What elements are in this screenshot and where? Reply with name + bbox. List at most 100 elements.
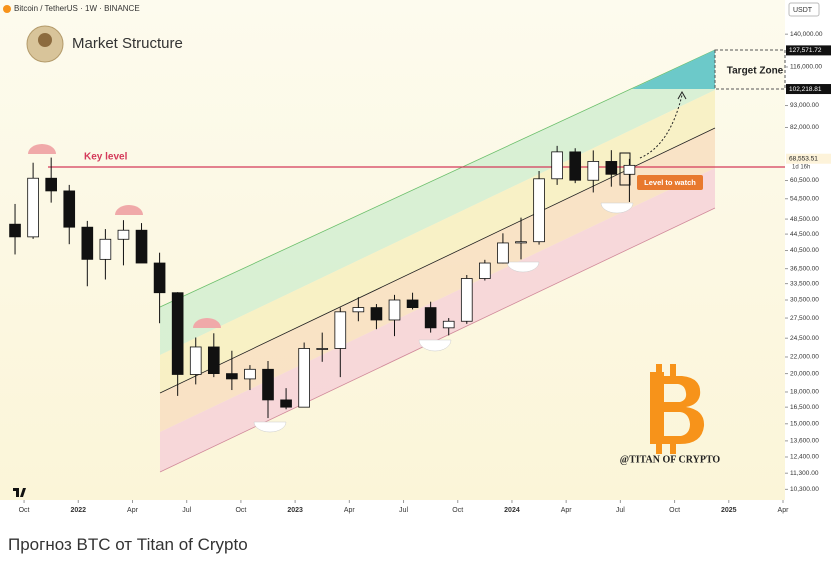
candle-body (388, 299, 401, 321)
candle-body (515, 241, 527, 244)
target-zone-label: Target Zone (727, 66, 784, 77)
candle-body (27, 177, 39, 238)
caption: Прогноз BTC от Titan of Crypto (8, 535, 248, 554)
x-tick-label: Oct (19, 507, 30, 514)
y-tick-label: 54,500.00 (790, 195, 819, 202)
candle-body (99, 238, 112, 260)
chart: Bitcoin / TetherUS · 1W · BINANCE Market… (0, 0, 835, 525)
currency: USDT (793, 7, 813, 14)
candle-body (569, 151, 582, 181)
candle-body (244, 368, 256, 380)
candle-body (316, 348, 329, 350)
x-tick-label: Apr (778, 507, 790, 514)
candle-body (189, 346, 202, 375)
candle-body (135, 229, 148, 264)
y-tick-label: 16,500.00 (790, 404, 819, 411)
y-tick-label: 40,500.00 (790, 247, 819, 254)
chart-title: Market Structure (72, 35, 183, 52)
y-tick-label: 44,500.00 (790, 231, 819, 238)
y-tick-label: 18,000.00 (790, 389, 819, 396)
candle-body (207, 346, 220, 375)
symbol-title: Bitcoin / TetherUS · 1W · BINANCE (14, 4, 140, 13)
x-tick-label: Oct (669, 507, 680, 514)
candle-body (623, 164, 636, 175)
y-tick-label: 22,000.00 (790, 354, 819, 361)
price-label-box (786, 45, 831, 56)
x-tick-label: Apr (344, 507, 356, 514)
candle-body (45, 177, 57, 192)
candle-body (551, 151, 563, 180)
symbol-icon (3, 5, 11, 13)
candle-body (479, 262, 491, 279)
y-tick-label: 93,000.00 (790, 102, 819, 109)
key-level-label: Key level (84, 152, 128, 163)
y-tick-label: 24,500.00 (790, 335, 819, 342)
candle-body (63, 190, 76, 228)
y-tick-label: 12,400.00 (790, 454, 819, 461)
x-tick-label: Jul (182, 507, 191, 514)
avatar-face (38, 33, 52, 47)
x-tick-label: Jul (399, 507, 408, 514)
candle-body (153, 262, 166, 294)
level-to-watch-label: Level to watch (644, 178, 696, 187)
candle-body (406, 299, 419, 308)
candle-body (298, 348, 310, 408)
y-tick-label: 30,500.00 (790, 297, 819, 304)
arrow-head (677, 90, 687, 100)
level-to-watch-badge (637, 175, 703, 190)
candle-body (424, 307, 437, 329)
price-label-box (786, 153, 831, 164)
candle-body (81, 226, 94, 260)
bitcoin-logo (650, 364, 705, 454)
candle-body (587, 161, 600, 181)
candle-body (605, 161, 618, 175)
x-tick-label: Oct (452, 507, 463, 514)
candle-body (533, 178, 545, 243)
y-tick-label: 10,300.00 (790, 486, 819, 493)
y-tick-label: 27,500.00 (790, 315, 819, 322)
x-tick-label: 2025 (721, 507, 737, 514)
channel-band-green (160, 50, 715, 355)
y-tick-label: 13,600.00 (790, 438, 819, 445)
price-label: 68,553.51 (789, 155, 818, 162)
candle-body (280, 399, 292, 408)
y-tick-label: 36,500.00 (790, 265, 819, 272)
candle-body (497, 242, 509, 264)
candle-body (117, 229, 130, 240)
x-tick-label: Apr (561, 507, 573, 514)
price-label: 102,218.81 (789, 86, 822, 93)
candle-body (334, 311, 347, 349)
y-tick-label: 116,000.00 (790, 64, 822, 71)
y-tick-label: 20,000.00 (790, 370, 819, 377)
y-tick-label: 82,000.00 (790, 124, 819, 131)
watermark: @TITAN OF CRYPTO (620, 454, 721, 465)
swing-high-markers (28, 144, 221, 328)
candle-body (226, 373, 238, 380)
candle-body (460, 278, 473, 322)
currency-box (788, 2, 820, 17)
candle-body (171, 292, 184, 375)
y-tick-label: 60,500.00 (790, 177, 819, 184)
candle-body (9, 223, 21, 238)
x-tick-label: 2024 (504, 507, 520, 514)
candle-body (442, 320, 455, 329)
y-tick-label: 11,300.00 (790, 470, 819, 477)
projection-arrow (639, 94, 683, 159)
candle-body (262, 368, 274, 401)
countdown: 1d 16h (792, 164, 810, 170)
tradingview-logo (13, 488, 26, 497)
price-label: 127,571.72 (789, 47, 822, 54)
candle-body (370, 307, 383, 321)
price-label-box (786, 84, 831, 95)
marks (9, 145, 636, 419)
x-tick-label: 2023 (287, 507, 303, 514)
target-zone-fill (632, 50, 715, 89)
y-tick-label: 140,000.00 (790, 31, 823, 38)
y-tick-label: 15,000.00 (790, 421, 819, 428)
price-axis-background (785, 0, 835, 525)
x-tick-label: Jul (616, 507, 625, 514)
swing-low-markers (253, 202, 634, 433)
candle-body (352, 307, 365, 313)
x-tick-label: Oct (235, 507, 246, 514)
